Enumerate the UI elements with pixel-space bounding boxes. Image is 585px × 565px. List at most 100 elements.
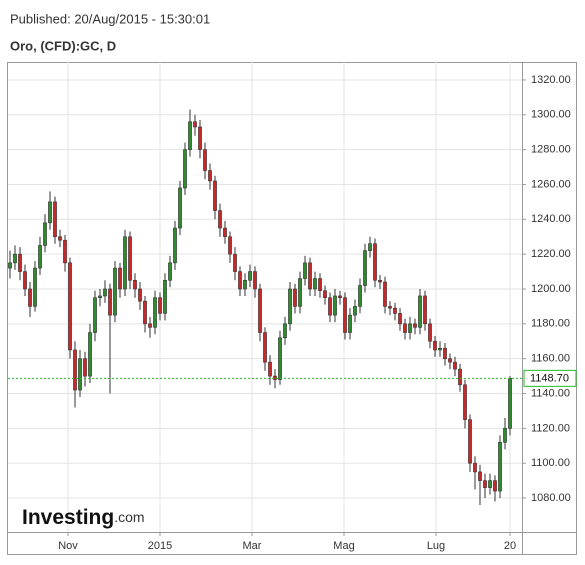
candle-body	[243, 279, 247, 290]
candle-body	[138, 288, 142, 302]
candle-body	[108, 288, 112, 316]
candle-body	[98, 295, 102, 298]
candle-body	[198, 126, 202, 150]
candle-body	[508, 378, 512, 429]
y-tick-label: 1240.00	[531, 213, 571, 225]
y-tick-label: 1140.00	[531, 387, 570, 399]
candle-body	[273, 375, 277, 380]
y-tick-label: 1200.00	[531, 283, 571, 295]
candle-body	[188, 121, 192, 150]
chart-frame	[7, 62, 577, 555]
candle-body	[183, 149, 187, 189]
candle-body	[333, 295, 337, 316]
candle-body	[158, 297, 162, 314]
candle-body	[338, 295, 342, 298]
candle-body	[293, 288, 297, 307]
candle-body	[143, 300, 147, 325]
candle-body	[373, 243, 377, 281]
candle-body	[398, 313, 402, 325]
candle-body	[368, 243, 372, 251]
candle-body	[453, 361, 457, 370]
candle-body	[218, 210, 222, 229]
candle-body	[233, 253, 237, 272]
candle-body	[88, 332, 92, 377]
candle-body	[303, 262, 307, 279]
chart-title: Oro, (CFD):GC, D	[10, 38, 116, 53]
candle-body	[483, 480, 487, 488]
candle-body	[58, 236, 62, 241]
watermark-name: Investing	[22, 506, 114, 529]
candle-body	[118, 267, 122, 290]
candle-body	[393, 307, 397, 314]
candle-body	[308, 262, 312, 290]
y-tick-label: 1280.00	[531, 144, 571, 156]
candle-body	[383, 281, 387, 307]
candle-body	[488, 480, 492, 488]
candle-body	[503, 428, 507, 443]
candle-body	[163, 279, 167, 314]
y-tick-label: 1180.00	[531, 318, 570, 330]
candle-body	[313, 278, 317, 290]
candle-body	[48, 201, 52, 224]
candle-body	[23, 271, 27, 290]
y-tick-label: 1260.00	[531, 178, 571, 190]
y-tick-label: 1300.00	[531, 109, 571, 121]
candle-body	[93, 297, 97, 333]
candle-body	[433, 340, 437, 351]
candle-body	[418, 295, 422, 328]
candle-body	[73, 349, 77, 391]
candle-body	[288, 288, 292, 325]
x-tick-label: Lug	[427, 540, 445, 552]
x-tick-label: Nov	[58, 540, 78, 552]
candle-body	[448, 358, 452, 363]
candle-body	[28, 288, 32, 307]
candle-body	[428, 323, 432, 342]
candle-body	[363, 250, 367, 286]
candle-body	[468, 419, 472, 464]
candle-body	[343, 297, 347, 333]
candle-body	[238, 271, 242, 290]
candle-body	[408, 323, 412, 333]
candle-body	[348, 314, 352, 333]
candle-body	[378, 279, 382, 283]
candle-body	[13, 253, 17, 264]
y-tick-label: 1080.00	[531, 492, 571, 504]
x-tick-label: 20	[504, 540, 516, 552]
y-tick-label: 1120.00	[531, 422, 570, 434]
candle-body	[473, 462, 477, 473]
candle-body	[278, 337, 282, 380]
candle-body	[103, 288, 107, 297]
candle-body	[43, 222, 47, 246]
candle-body	[193, 121, 197, 128]
candle-body	[283, 323, 287, 339]
candle-body	[223, 227, 227, 238]
candle-body	[423, 295, 427, 325]
candle-body	[33, 267, 37, 307]
candle-body	[413, 323, 417, 328]
candle-body	[248, 271, 252, 281]
candle-body	[498, 441, 502, 492]
candle-body	[358, 285, 362, 307]
candle-body	[203, 149, 207, 171]
y-tick-label: 1100.00	[531, 457, 570, 469]
candle-body	[228, 236, 232, 255]
candle-body	[443, 347, 447, 359]
candle-body	[388, 306, 392, 309]
candle-body	[213, 180, 217, 211]
candle-body	[38, 245, 42, 269]
candle-body	[268, 361, 272, 377]
y-tick-label: 1220.00	[531, 248, 571, 260]
candle-body	[253, 271, 257, 290]
y-tick-label: 1320.00	[531, 74, 571, 86]
candle-body	[78, 358, 82, 391]
watermark: Investing.com	[22, 506, 145, 529]
candle-body	[53, 201, 57, 238]
candle-body	[173, 227, 177, 264]
candle-body	[128, 236, 132, 281]
candle-body	[83, 358, 87, 377]
candle-body	[458, 368, 462, 386]
candle-body	[148, 323, 152, 328]
candle-body	[178, 187, 182, 229]
candle-body	[113, 267, 117, 316]
